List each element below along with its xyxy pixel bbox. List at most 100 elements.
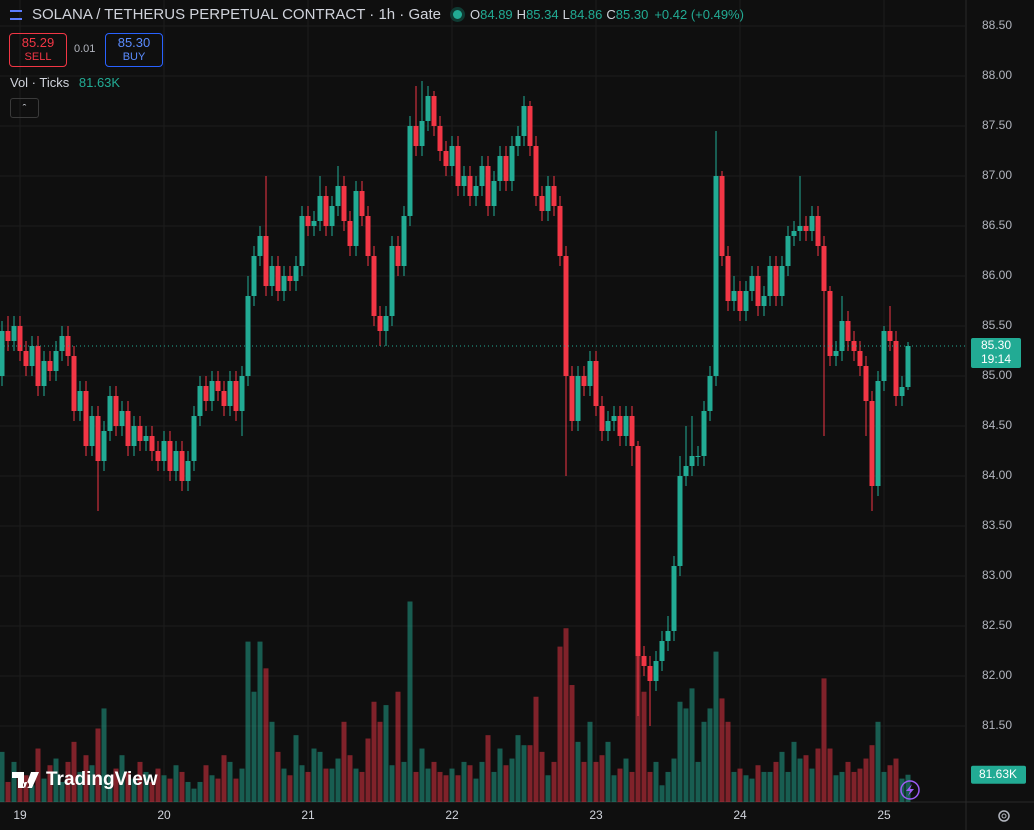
volume-bar — [335, 758, 341, 802]
candle-body — [59, 336, 65, 351]
candle-body — [845, 321, 851, 341]
volume-bar — [545, 775, 551, 802]
volume-bar — [893, 758, 899, 802]
candle-body — [587, 361, 593, 386]
volume-bar — [641, 691, 647, 802]
candle-body — [797, 226, 803, 231]
volume-bar — [779, 751, 785, 802]
collapse-button[interactable]: ˆ — [10, 98, 39, 118]
candle-body — [767, 266, 773, 296]
buy-label: BUY — [122, 51, 146, 63]
y-tick-label: 82.50 — [982, 618, 1012, 632]
volume-bar — [485, 735, 491, 802]
volume-bar — [743, 775, 749, 802]
x-tick-label: 25 — [877, 808, 891, 822]
candle-body — [875, 381, 881, 486]
volume-bar — [383, 705, 389, 802]
candle-body — [611, 416, 617, 421]
volume-bar — [83, 755, 89, 802]
candle-body — [407, 126, 413, 216]
candle-body — [275, 266, 281, 291]
volume-bar — [845, 761, 851, 802]
candle-body — [215, 381, 221, 391]
candle-body — [695, 456, 701, 457]
candle-body — [905, 346, 911, 387]
volume-indicator: Vol · Ticks 81.63K — [10, 75, 120, 90]
volume-bar — [149, 781, 155, 802]
volume-bar — [707, 708, 713, 802]
y-tick-label: 81.50 — [982, 718, 1012, 732]
volume-bar — [575, 741, 581, 802]
volume-bar — [125, 771, 131, 802]
volume-bar — [611, 775, 617, 802]
candle-body — [833, 351, 839, 356]
candle-body — [509, 146, 515, 181]
candle-body — [191, 416, 197, 461]
candle-body — [803, 226, 809, 231]
candle-body — [101, 431, 107, 461]
volume-bar — [671, 758, 677, 802]
candle-body — [809, 216, 815, 231]
volume-bar — [503, 765, 509, 802]
header: SOLANA / TETHERUS PERPETUAL CONTRACT · 1… — [10, 6, 744, 23]
volume-bar — [95, 728, 101, 802]
volume-bar — [377, 721, 383, 802]
candle-body — [485, 166, 491, 206]
candle-body — [899, 387, 905, 396]
candle-body — [329, 206, 335, 226]
volume-bar — [659, 785, 665, 802]
volume-bar — [0, 751, 5, 802]
candle-body — [293, 266, 299, 281]
ohlc-key: C — [606, 7, 616, 22]
volume-bar — [107, 775, 113, 802]
candle-body — [683, 466, 689, 476]
volume-bar — [467, 765, 473, 802]
candle-body — [263, 236, 269, 286]
volume-bar — [731, 771, 737, 802]
volume-bar — [305, 771, 311, 802]
candle-body — [53, 351, 59, 371]
volume-bar — [221, 755, 227, 802]
volume-bar — [65, 761, 71, 802]
y-tick-label: 83.00 — [982, 568, 1012, 582]
volume-bar — [245, 641, 251, 802]
candle-body — [131, 426, 137, 446]
y-tick-label: 84.00 — [982, 468, 1012, 482]
x-tick-label: 20 — [157, 808, 171, 822]
candle-body — [167, 441, 173, 471]
y-tick-label: 82.00 — [982, 668, 1012, 682]
candle-body — [155, 451, 161, 461]
candle-body — [707, 376, 713, 411]
volume-bar — [227, 761, 233, 802]
ohlc-value: 85.34 — [526, 7, 559, 22]
volume-bar — [155, 768, 161, 802]
candle-body — [539, 196, 545, 211]
buy-button[interactable]: 85.30 BUY — [105, 33, 163, 67]
volume-bar — [113, 768, 119, 802]
sell-button[interactable]: 85.29 SELL — [9, 33, 67, 67]
y-tick-label: 85.50 — [982, 318, 1012, 332]
volume-bar — [887, 765, 893, 802]
volume-bar — [533, 696, 539, 802]
y-tick-label: 83.50 — [982, 518, 1012, 532]
symbol-title[interactable]: SOLANA / TETHERUS PERPETUAL CONTRACT · 1… — [32, 6, 441, 23]
volume-bar — [359, 771, 365, 802]
volume-bar — [617, 768, 623, 802]
candle-body — [209, 381, 215, 401]
candle-body — [305, 216, 311, 226]
y-tick-label: 87.50 — [982, 118, 1012, 132]
candle-body — [455, 146, 461, 186]
candle-body — [425, 96, 431, 121]
candle-body — [563, 256, 569, 376]
volume-bar — [749, 778, 755, 802]
volume-bar — [41, 778, 47, 802]
candle-body — [107, 396, 113, 431]
candle-body — [779, 266, 785, 296]
volume-bar — [557, 646, 563, 802]
volume-bar — [59, 781, 65, 802]
candle-body — [641, 656, 647, 666]
volume-bar — [389, 765, 395, 802]
volume-indicator-label[interactable]: Vol · Ticks — [10, 75, 70, 90]
volume-bar — [323, 768, 329, 802]
candle-body — [83, 391, 89, 446]
